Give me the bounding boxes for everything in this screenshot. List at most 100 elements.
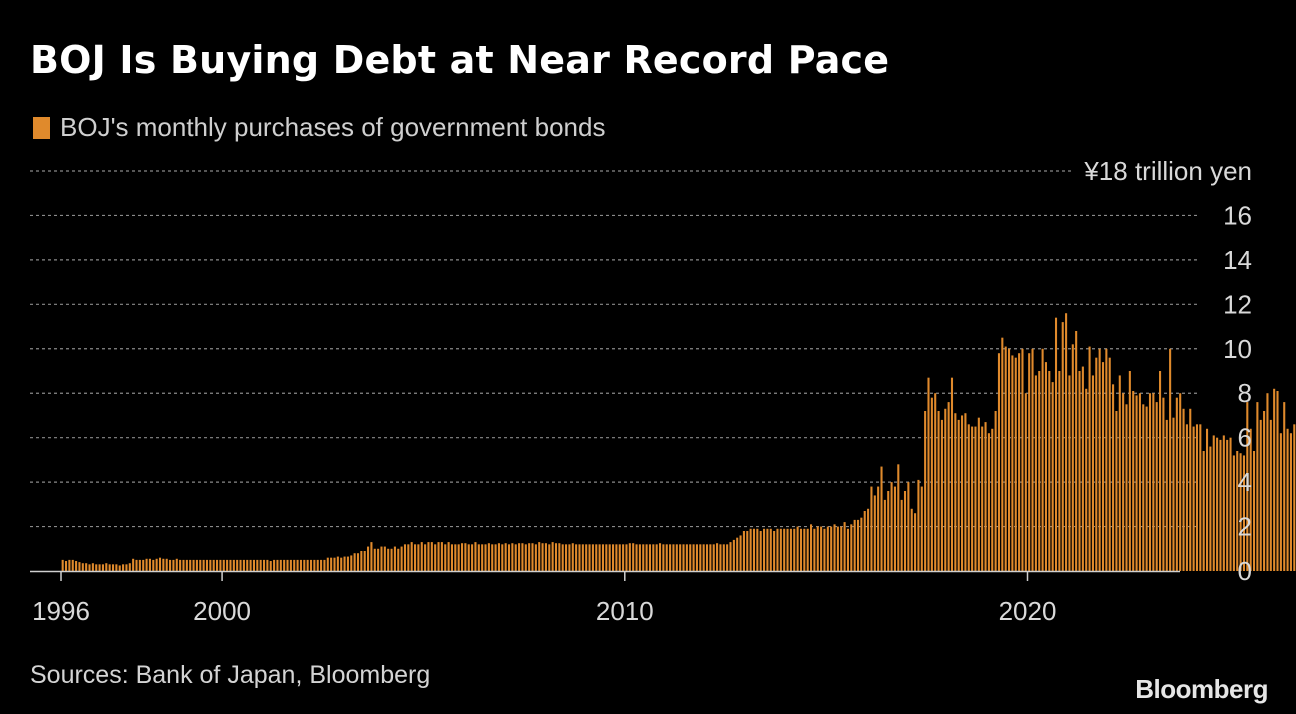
bar	[256, 559, 259, 571]
bar	[306, 559, 309, 571]
bar	[363, 551, 366, 571]
y-tick-label: 14	[1223, 245, 1252, 275]
bar	[934, 393, 937, 571]
bar	[1263, 411, 1266, 571]
bar	[746, 531, 749, 571]
bar	[279, 559, 282, 571]
bar	[705, 544, 709, 571]
bar	[1239, 453, 1242, 571]
bar	[481, 544, 484, 571]
bar	[803, 528, 806, 571]
bar	[1088, 346, 1091, 571]
bar	[1202, 451, 1205, 571]
bar	[1128, 371, 1131, 571]
bar	[397, 548, 400, 571]
bar	[1226, 439, 1229, 571]
bar	[1266, 393, 1269, 571]
bar	[635, 544, 638, 571]
bar	[561, 544, 564, 571]
bar	[1172, 417, 1175, 571]
bar	[605, 544, 608, 571]
bar	[85, 563, 88, 571]
bar	[914, 513, 917, 571]
bar	[820, 526, 823, 571]
bar	[994, 411, 997, 571]
bar	[625, 544, 628, 571]
bar	[1162, 397, 1165, 571]
bar	[1031, 348, 1034, 571]
bar	[763, 528, 766, 571]
bar	[622, 544, 625, 571]
bar	[101, 564, 104, 571]
bar	[997, 353, 1001, 571]
bar	[877, 486, 880, 571]
bar	[273, 559, 276, 571]
bar	[1112, 384, 1115, 571]
bar	[504, 543, 507, 571]
x-tick-label: 2020	[999, 596, 1057, 626]
bar	[356, 553, 360, 571]
bar	[873, 495, 876, 571]
bar	[88, 564, 91, 571]
bar	[1222, 435, 1225, 571]
bar	[1065, 313, 1068, 571]
bar	[930, 397, 933, 571]
bar	[1216, 437, 1219, 571]
bar	[507, 544, 511, 571]
bar	[313, 559, 316, 571]
bar	[1199, 424, 1202, 571]
bar	[806, 528, 809, 571]
bar	[152, 559, 155, 571]
bar	[1095, 357, 1098, 571]
bar	[1081, 366, 1084, 571]
bar	[736, 537, 739, 571]
bar	[1098, 348, 1101, 571]
bar	[259, 559, 262, 571]
bar	[447, 542, 450, 571]
bar	[685, 544, 688, 571]
bar	[497, 543, 500, 571]
bar	[182, 559, 185, 571]
bar	[444, 544, 447, 571]
bar	[1252, 451, 1256, 571]
bar	[320, 559, 323, 571]
bar	[1061, 322, 1064, 571]
y-unit-label: ¥18 trillion yen	[1083, 156, 1252, 186]
bar	[179, 559, 182, 571]
bar	[836, 526, 839, 571]
bar	[64, 561, 68, 571]
bar	[158, 557, 162, 571]
bar	[299, 559, 302, 571]
bar	[105, 563, 108, 571]
x-tick-label: 2000	[193, 596, 251, 626]
bar	[739, 535, 742, 571]
bar	[984, 422, 987, 571]
bar	[219, 559, 222, 571]
bar	[81, 563, 84, 571]
bar	[860, 517, 863, 571]
bar	[1138, 393, 1141, 571]
bar	[242, 559, 245, 571]
bar	[1276, 391, 1279, 571]
bar	[1091, 375, 1094, 571]
bar	[598, 544, 601, 571]
bar	[471, 544, 474, 571]
bar	[226, 559, 229, 571]
bar	[283, 559, 286, 571]
bar	[662, 544, 665, 571]
bar	[142, 559, 145, 571]
bar	[786, 528, 789, 571]
bar	[61, 559, 64, 571]
bar	[293, 559, 296, 571]
bar	[1209, 446, 1212, 571]
bar	[420, 542, 423, 571]
bar	[450, 544, 453, 571]
bar	[189, 559, 192, 571]
bar	[672, 544, 675, 571]
bar	[185, 559, 188, 571]
bar	[467, 544, 470, 571]
bar	[296, 559, 299, 571]
bar	[615, 544, 618, 571]
bar	[783, 528, 786, 571]
bar	[175, 558, 178, 571]
